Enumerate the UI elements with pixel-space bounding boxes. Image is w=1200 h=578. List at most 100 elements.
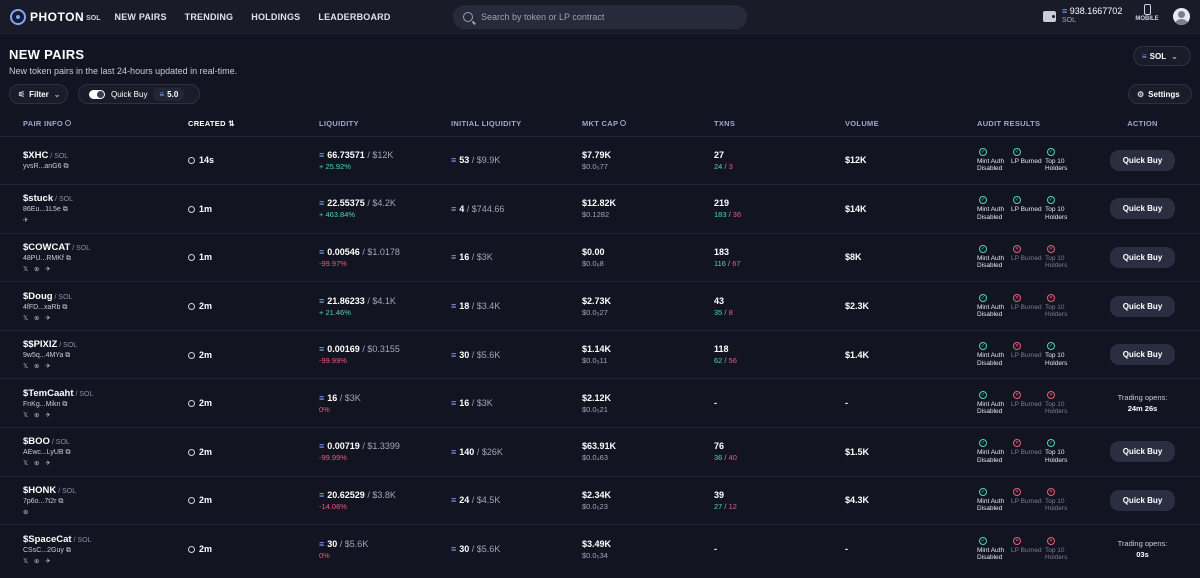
table-row[interactable]: $COWCAT / SOL 48PU...RMKf ⧉ 𝕏 ⊕ ✈ 1m ≡ 0.…	[0, 232, 1200, 282]
wallet-balance[interactable]: ≡ 938.1667702 SOL	[1043, 6, 1122, 26]
check-circle-icon: ✓	[979, 293, 987, 302]
quick-buy-button[interactable]: Quick Buy	[1109, 344, 1176, 366]
table-row[interactable]: $BOO / SOL AEwc...LyUB ⧉ 𝕏 ⊕ ✈ 2m ≡ 0.007…	[0, 427, 1200, 477]
clock-icon	[188, 400, 195, 408]
token-symbol[interactable]: $COWCAT	[23, 241, 71, 253]
table-row[interactable]: $HONK / SOL 7p6o...7t2r ⧉ ⊕ 2m ≡ 20.62529…	[0, 475, 1200, 525]
table-header: PAIR INFO CREATED ⇅ LIQUIDITY INITIAL LI…	[0, 112, 1200, 136]
table-row[interactable]: $TemCaaht / SOL FnKg...Mikn ⧉ 𝕏 ⊕ ✈ 2m ≡…	[0, 378, 1200, 428]
initial-liquidity-usd: $9.9K	[476, 155, 501, 166]
copy-icon[interactable]: ⧉	[65, 546, 71, 554]
x-circle-icon: ✕	[1013, 439, 1021, 448]
social-links[interactable]: 𝕏 ⊕ ✈	[23, 411, 53, 419]
photon-logo-icon	[10, 8, 26, 25]
token-symbol[interactable]: $HONK	[23, 484, 57, 496]
search-input[interactable]	[481, 12, 731, 22]
nav-new-pairs[interactable]: NEW PAIRS	[114, 11, 167, 22]
initial-liquidity-usd: $4.5K	[476, 495, 501, 506]
social-links[interactable]: ✈	[23, 217, 31, 225]
copy-icon[interactable]: ⧉	[63, 162, 69, 170]
chain-select[interactable]: ≡ SOL ⌄	[1133, 46, 1191, 66]
copy-icon[interactable]: ⧉	[62, 400, 68, 408]
token-symbol[interactable]: $Doug	[23, 290, 53, 302]
initial-liquidity-cell: ≡ 140 / $26K	[451, 427, 582, 477]
table-row[interactable]: $XHC / SOL yvsR...anG6 ⧉ 14s ≡ 66.73571 /…	[0, 135, 1200, 185]
audit-item: ✕ Top 10 Holders	[1045, 536, 1079, 562]
nav-leaderboard[interactable]: LEADERBOARD	[318, 11, 391, 22]
liquidity-cell: ≡ 30 / $5.6K 0%	[319, 524, 451, 574]
token-symbol[interactable]: $XHC	[23, 149, 49, 161]
mobile-button[interactable]: MOBILE	[1135, 4, 1159, 22]
copy-icon[interactable]: ⧉	[58, 497, 64, 505]
token-symbol[interactable]: $BOO	[23, 436, 50, 448]
token-address[interactable]: CSsC...2Guy	[23, 546, 64, 554]
sol-icon: ≡	[159, 89, 165, 99]
token-address[interactable]: 4fFD...xaRb	[23, 303, 61, 311]
quick-buy-button[interactable]: Quick Buy	[1109, 246, 1176, 268]
table-row[interactable]: $Doug / SOL 4fFD...xaRb ⧉ 𝕏 ⊕ ✈ 2m ≡ 21.8…	[0, 281, 1200, 331]
token-address[interactable]: FnKg...Mikn	[23, 400, 61, 408]
initial-liquidity-usd: $26K	[481, 446, 503, 457]
clock-icon	[188, 254, 195, 262]
quick-buy-button[interactable]: Quick Buy	[1109, 489, 1176, 511]
quick-buy-button[interactable]: Quick Buy	[1109, 149, 1176, 171]
sol-icon: ≡	[451, 203, 457, 214]
social-links[interactable]: 𝕏 ⊕ ✈	[23, 265, 53, 273]
col-created[interactable]: CREATED ⇅	[188, 119, 235, 129]
quick-buy-amount-input[interactable]: ≡ 5.0	[153, 87, 185, 101]
audit-cell: ✓ Mint Auth Disabled ✕ LP Burned ✓ Top 1…	[977, 427, 1085, 477]
logo[interactable]: PHOTON SOL	[10, 8, 101, 25]
initial-liquidity-usd: $5.6K	[476, 544, 501, 555]
copy-icon[interactable]: ⧉	[65, 254, 71, 262]
audit-label: LP Burned	[1011, 157, 1042, 165]
token-symbol[interactable]: $stuck	[23, 193, 54, 205]
created-cell: 2m	[188, 524, 319, 574]
token-symbol[interactable]: $TemCaaht	[23, 387, 74, 399]
filter-button[interactable]: ⚟ Filter ⌄	[9, 84, 68, 104]
table-row[interactable]: $SpaceCat / SOL CSsC...2Guy ⧉ 𝕏 ⊕ ✈ 2m ≡…	[0, 524, 1200, 574]
nav-trending[interactable]: TRENDING	[184, 11, 234, 22]
token-price: $0.0₉8	[582, 258, 604, 268]
token-symbol[interactable]: $SpaceCat	[23, 533, 72, 545]
nav-holdings[interactable]: HOLDINGS	[251, 11, 301, 22]
token-address[interactable]: 7p6o...7t2r	[23, 497, 57, 505]
audit-cell: ✓ Mint Auth Disabled ✓ LP Burned ✓ Top 1…	[977, 135, 1085, 185]
social-links[interactable]: 𝕏 ⊕ ✈	[23, 363, 53, 371]
copy-icon[interactable]: ⧉	[65, 449, 71, 457]
avatar[interactable]	[1173, 8, 1190, 25]
txns-cell: -	[714, 524, 845, 574]
col-volume: VOLUME	[845, 119, 879, 129]
search-bar[interactable]	[453, 5, 747, 29]
table-row[interactable]: $stuck / SOL 86Eu...1L5e ⧉ ✈ 1m ≡ 22.5537…	[0, 184, 1200, 234]
initial-liquidity-usd: $5.6K	[476, 349, 501, 360]
market-cap: $12.82K	[582, 198, 617, 209]
token-address[interactable]: 9w5q...4MYa	[23, 352, 64, 360]
quick-buy-button[interactable]: Quick Buy	[1109, 441, 1176, 463]
txn-buys: 116	[714, 258, 726, 268]
copy-icon[interactable]: ⧉	[65, 352, 71, 360]
social-links[interactable]: 𝕏 ⊕ ✈	[23, 460, 53, 468]
txn-count: 39	[714, 489, 725, 500]
settings-button[interactable]: ⚙ Settings	[1128, 84, 1192, 104]
copy-icon[interactable]: ⧉	[62, 303, 68, 311]
table-body: $XHC / SOL yvsR...anG6 ⧉ 14s ≡ 66.73571 /…	[0, 135, 1200, 574]
copy-icon[interactable]: ⧉	[62, 206, 68, 214]
social-links[interactable]: 𝕏 ⊕ ✈	[23, 314, 53, 322]
liquidity-change: -99.97%	[319, 258, 347, 268]
quick-buy-toggle[interactable]	[89, 89, 105, 99]
social-links[interactable]: ⊕	[23, 508, 31, 516]
token-address[interactable]: 48PU...RMKf	[23, 254, 64, 262]
quick-buy-button[interactable]: Quick Buy	[1109, 295, 1176, 317]
quick-buy-button[interactable]: Quick Buy	[1109, 198, 1176, 220]
token-chain: SOL	[62, 487, 77, 495]
pair-info-cell: $stuck / SOL 86Eu...1L5e ⧉ ✈	[0, 184, 188, 234]
token-address[interactable]: 86Eu...1L5e	[23, 206, 61, 214]
social-links[interactable]: 𝕏 ⊕ ✈	[23, 557, 53, 565]
token-address[interactable]: yvsR...anG6	[23, 162, 62, 170]
token-address[interactable]: AEwc...LyUB	[23, 449, 64, 457]
x-circle-icon: ✕	[1013, 487, 1021, 496]
audit-label: Top 10 Holders	[1045, 400, 1068, 416]
table-row[interactable]: $$PIXIZ / SOL 9w5q...4MYa ⧉ 𝕏 ⊕ ✈ 2m ≡ 0.…	[0, 329, 1200, 379]
market-cap: $2.34K	[582, 489, 612, 500]
token-symbol[interactable]: $$PIXIZ	[23, 339, 58, 351]
